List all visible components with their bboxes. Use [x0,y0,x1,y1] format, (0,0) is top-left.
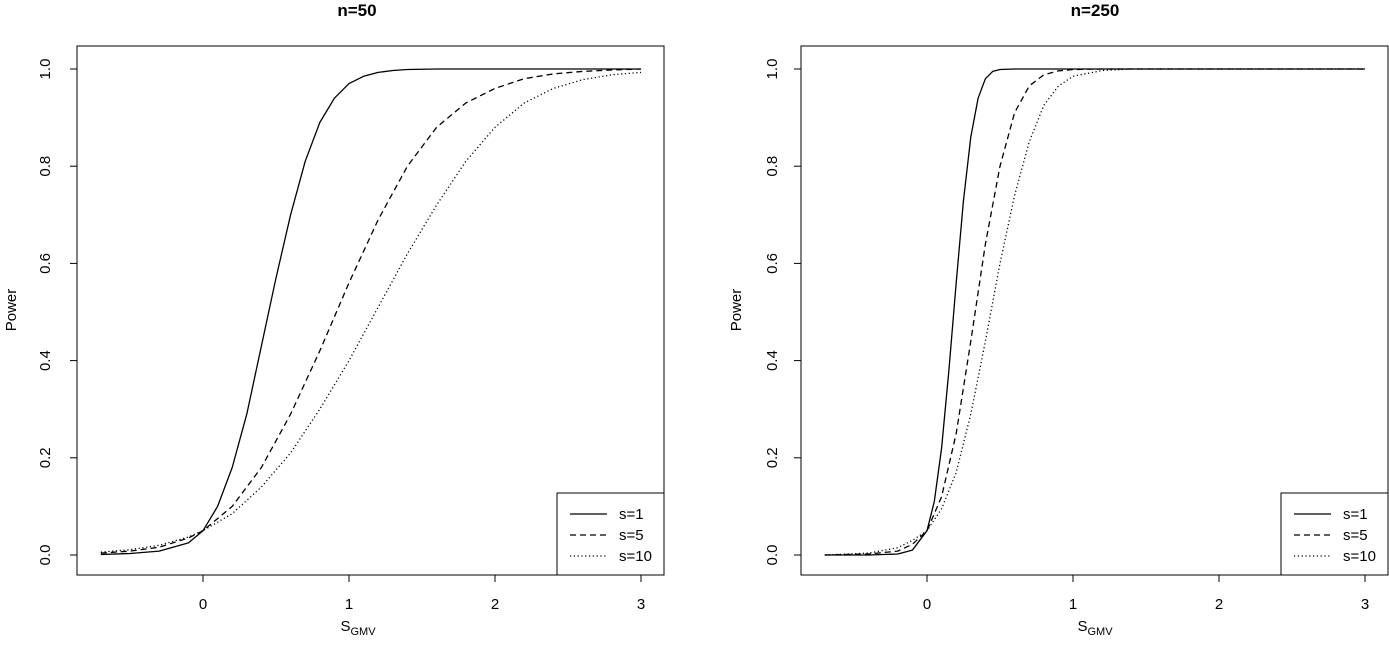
series-line-s10 [824,68,1365,556]
y-axis-label: Power [728,289,745,332]
series-line-s1 [824,68,1365,556]
y-tick-label: 0.2 [764,447,781,468]
x-axis-label: SGMV [340,618,376,638]
x-tick-label: 2 [491,596,499,613]
legend-box [556,492,665,576]
y-tick-label: 0.4 [37,350,54,371]
y-tick-label: 0.2 [37,447,54,468]
legend-label: s=5 [1343,527,1368,544]
series-line-s10 [100,71,642,553]
x-tick-label: 3 [1361,596,1369,613]
y-tick-label: 0.6 [37,253,54,274]
y-tick-label: 0.0 [764,545,781,566]
y-tick-label: 1.0 [37,59,54,80]
x-tick-label: 2 [1215,596,1223,613]
x-tick-label: 0 [199,596,207,613]
x-axis-label: SGMV [1077,618,1113,638]
legend-label: s=10 [1343,548,1376,565]
x-tick-label: 0 [923,596,931,613]
x-tick-label: 1 [1069,596,1077,613]
chart-panel-2: n=250 0 1 2 3 0.0 0.2 0.4 0.6 0.8 1.0 Power SGMV s=1 s… [728,1,1389,638]
y-axis-label: Power [3,289,20,332]
series-line-s5 [100,68,642,554]
legend-label: s=5 [619,527,644,544]
y-tick-label: 0.0 [37,545,54,566]
chart-title: n=50 [337,1,376,20]
y-tick-label: 0.6 [764,253,781,274]
legend-box [1280,492,1389,576]
y-tick-label: 0.8 [764,156,781,177]
series-line-s5 [824,68,1365,556]
series-line-s1 [100,68,641,556]
y-tick-label: 0.4 [764,350,781,371]
legend-label: s=1 [619,506,644,523]
y-tick-label: 0.8 [37,156,54,177]
x-tick-label: 3 [637,596,645,613]
chart-panel-1: n=50 0 1 2 3 0.0 0.2 0.4 0.6 0.8 1.0 Power SGMV s=1 s=… [3,1,665,638]
legend-label: s=1 [1343,506,1368,523]
y-tick-label: 1.0 [764,59,781,80]
x-tick-label: 1 [345,596,353,613]
chart-title: n=250 [1071,1,1120,20]
legend-label: s=10 [619,548,652,565]
